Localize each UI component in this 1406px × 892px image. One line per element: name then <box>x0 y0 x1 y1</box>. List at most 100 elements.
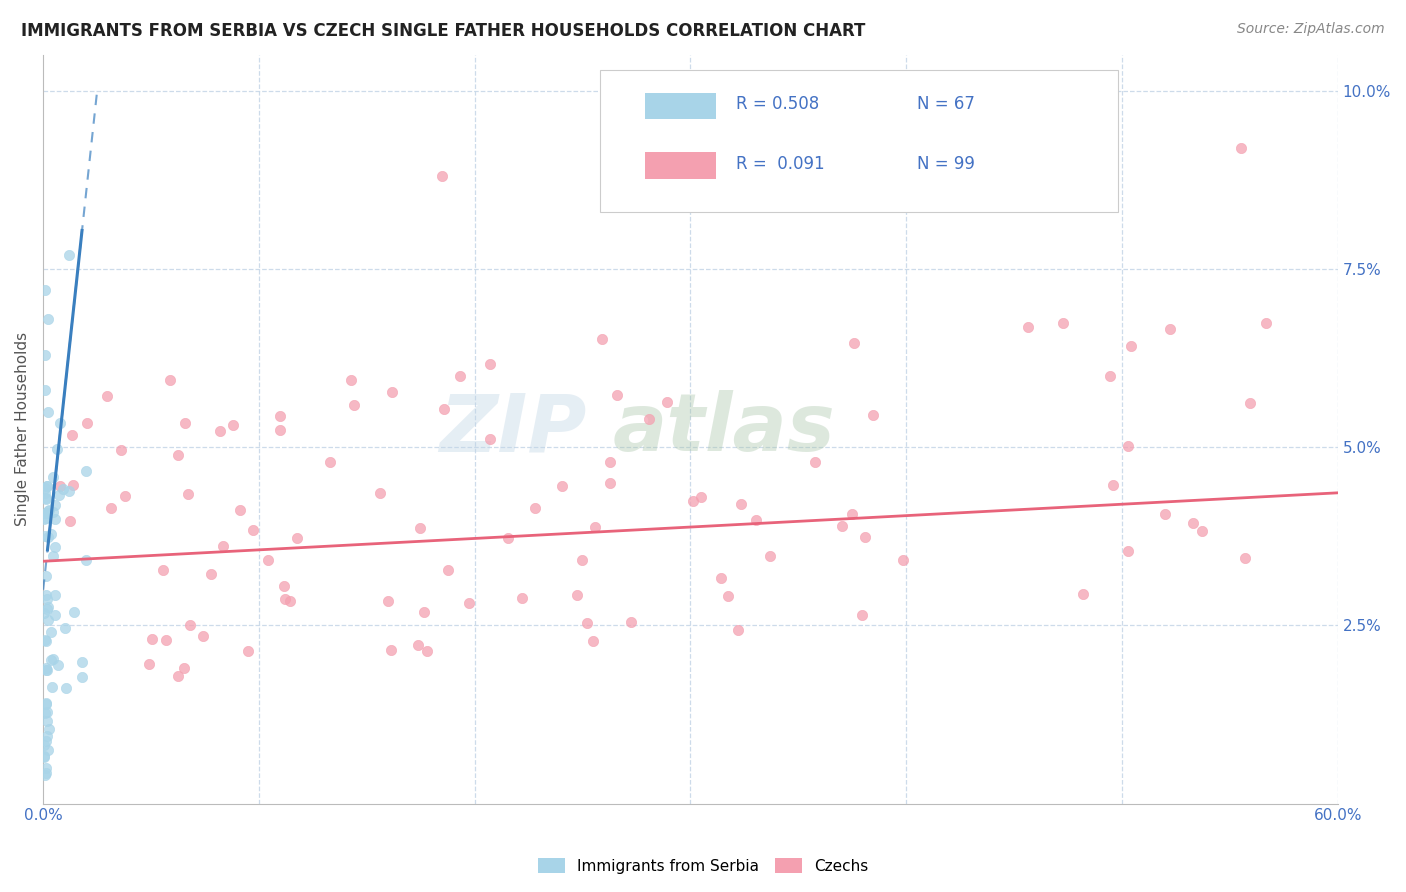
Point <box>34 706 56 720</box>
Point <box>35 663 58 677</box>
Point <box>155 633 177 648</box>
Point <box>449 369 471 384</box>
Point <box>565 588 588 602</box>
Point <box>1181 516 1204 531</box>
Point <box>1071 587 1094 601</box>
Point <box>844 336 866 351</box>
Point <box>1159 322 1181 336</box>
Point <box>278 593 301 607</box>
Point <box>583 519 606 533</box>
Bar <box>645 93 717 119</box>
Point <box>49 479 72 493</box>
Point <box>690 490 713 504</box>
Point <box>37 705 59 719</box>
Point <box>39 625 62 640</box>
Point <box>37 404 59 418</box>
Point <box>1233 550 1256 565</box>
Point <box>377 593 399 607</box>
Point <box>167 669 190 683</box>
Point <box>35 569 58 583</box>
Point <box>682 493 704 508</box>
Point <box>35 506 58 520</box>
Point <box>35 511 58 525</box>
Point <box>479 357 502 371</box>
Point <box>75 464 97 478</box>
Point <box>179 618 201 632</box>
Text: IMMIGRANTS FROM SERBIA VS CZECH SINGLE FATHER HOUSEHOLDS CORRELATION CHART: IMMIGRANTS FROM SERBIA VS CZECH SINGLE F… <box>21 22 866 40</box>
Point <box>1101 478 1123 492</box>
Point <box>343 398 366 412</box>
Point <box>745 513 768 527</box>
Point <box>34 632 56 647</box>
Point <box>853 530 876 544</box>
Point <box>1119 339 1142 353</box>
Point <box>1099 368 1122 383</box>
Point <box>174 416 197 430</box>
Point <box>727 623 749 637</box>
Point <box>257 553 280 567</box>
Point <box>285 531 308 545</box>
Point <box>35 696 58 710</box>
Point <box>571 553 593 567</box>
Point <box>657 394 679 409</box>
Point <box>138 657 160 671</box>
Point <box>110 443 132 458</box>
Point <box>35 491 58 505</box>
Point <box>437 563 460 577</box>
Point <box>35 697 58 711</box>
Point <box>34 481 56 495</box>
Point <box>380 643 402 657</box>
Point <box>804 455 827 469</box>
Point <box>274 591 297 606</box>
Point <box>37 530 59 544</box>
Point <box>269 409 291 423</box>
Point <box>1239 396 1261 410</box>
Point <box>432 169 454 184</box>
Point <box>32 606 55 620</box>
Point <box>32 512 55 526</box>
Point <box>862 408 884 422</box>
Point <box>1116 439 1139 453</box>
Text: atlas: atlas <box>613 391 835 468</box>
Point <box>44 588 66 602</box>
Point <box>35 766 58 780</box>
Point <box>114 490 136 504</box>
Point <box>41 680 63 694</box>
Point <box>408 638 430 652</box>
Point <box>34 485 56 500</box>
Point <box>1052 316 1074 330</box>
Point <box>37 613 59 627</box>
Point <box>44 541 66 555</box>
Point <box>35 479 58 493</box>
Point <box>38 723 60 737</box>
Point <box>39 527 62 541</box>
Point <box>523 501 546 516</box>
Point <box>32 749 55 764</box>
Point <box>34 661 56 675</box>
Text: N = 67: N = 67 <box>917 95 974 112</box>
Point <box>34 768 56 782</box>
Point <box>159 373 181 387</box>
Point <box>37 663 59 677</box>
Point <box>710 571 733 585</box>
Point <box>37 311 59 326</box>
Point <box>173 660 195 674</box>
Point <box>408 520 430 534</box>
Point <box>758 549 780 563</box>
Point <box>717 589 740 603</box>
Point <box>34 347 56 361</box>
Point <box>35 729 58 743</box>
Point <box>37 506 59 520</box>
Point <box>100 500 122 515</box>
Point <box>730 497 752 511</box>
Point <box>55 681 77 695</box>
Point <box>841 507 863 521</box>
Point <box>1229 141 1251 155</box>
Point <box>46 658 69 673</box>
Point <box>368 486 391 500</box>
Point <box>510 591 533 606</box>
Point <box>37 743 59 757</box>
Point <box>1153 507 1175 521</box>
Point <box>1254 316 1277 330</box>
Point <box>37 600 59 615</box>
